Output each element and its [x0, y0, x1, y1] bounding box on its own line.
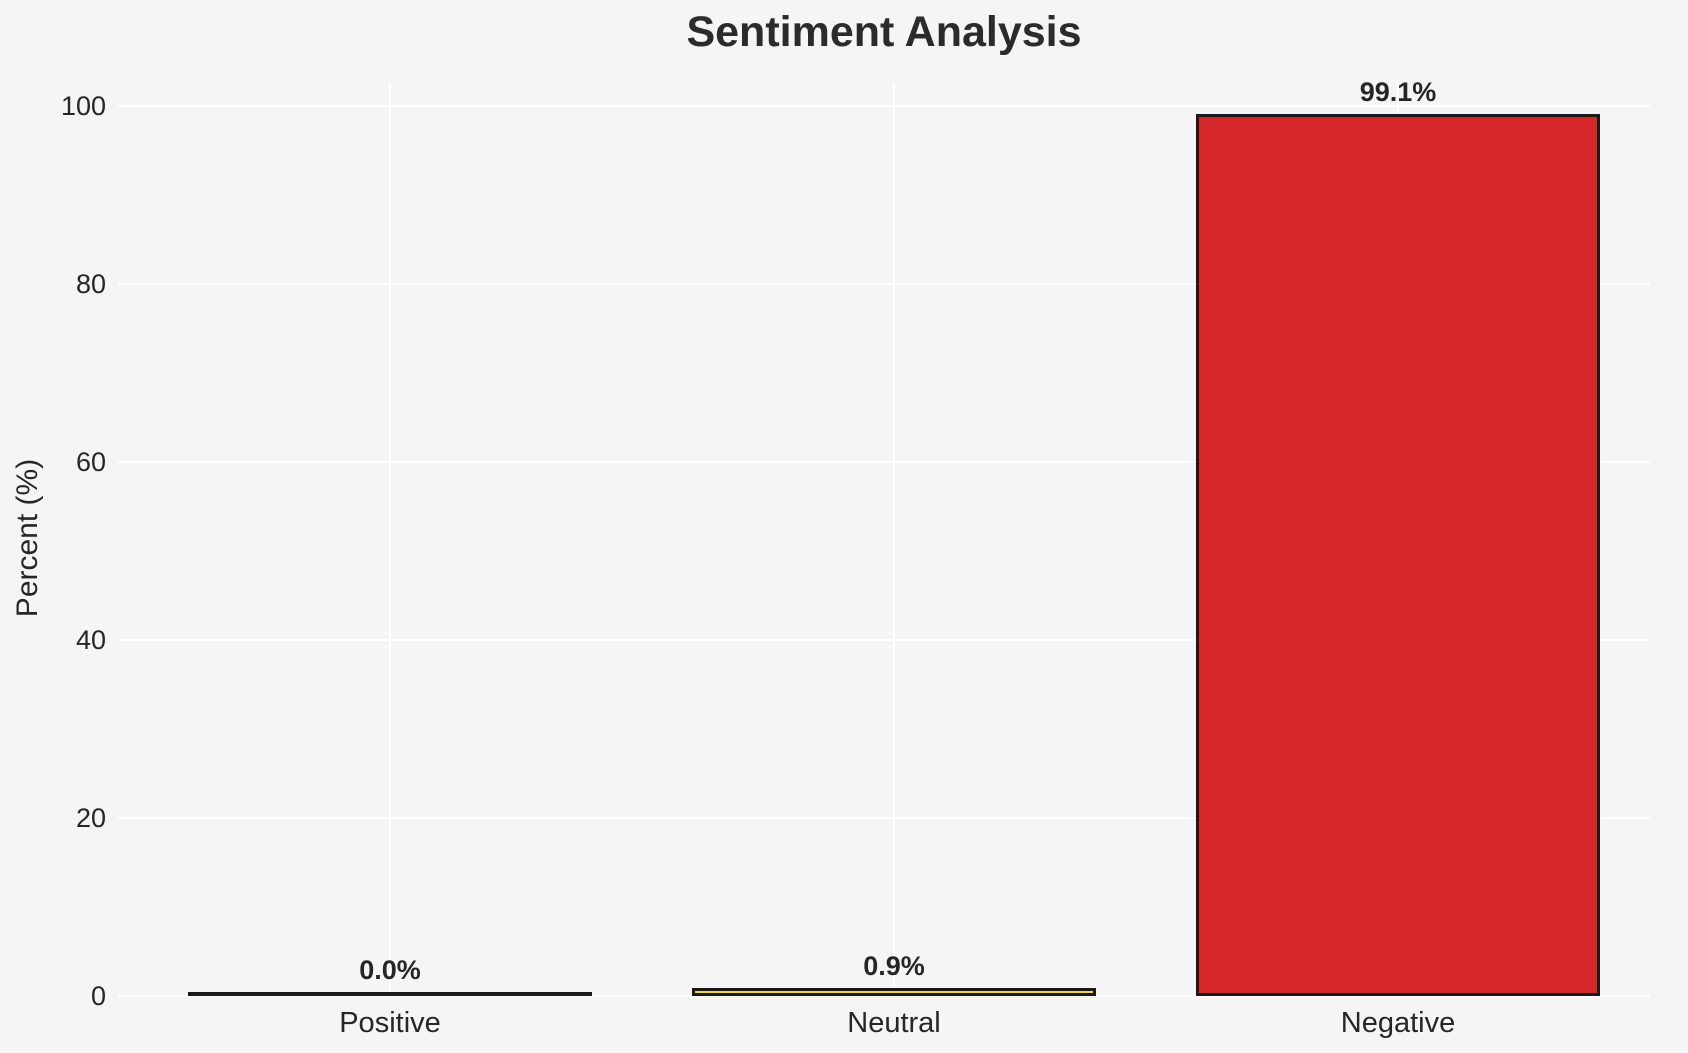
bar-value-label-neutral: 0.9%: [863, 950, 925, 981]
h-gridline-20: [118, 817, 1650, 819]
h-gridline-100: [118, 105, 1650, 107]
bar-negative: [1196, 114, 1600, 996]
h-gridline-40: [118, 639, 1650, 641]
y-tick-label-80: 80: [75, 269, 106, 299]
bar-value-label-negative: 99.1%: [1359, 77, 1437, 107]
chart-title: Sentiment Analysis: [686, 8, 1082, 56]
y-tick-label-60: 60: [75, 447, 106, 477]
bar-positive: [188, 992, 592, 996]
v-gridline-positive: [389, 83, 391, 996]
h-gridline-60: [118, 461, 1650, 463]
y-axis-label: Percent (%): [11, 458, 44, 618]
y-tick-label-40: 40: [75, 625, 106, 655]
y-tick-label-100: 100: [60, 91, 106, 121]
x-tick-label-negative: Negative: [1340, 1007, 1456, 1039]
bar-value-label-positive: 0.0%: [359, 955, 421, 985]
h-gridline-0: [118, 995, 1650, 997]
y-tick-label-20: 20: [75, 803, 106, 833]
x-tick-label-neutral: Neutral: [847, 1007, 941, 1039]
bar-neutral: [692, 987, 1096, 996]
y-tick-label-0: 0: [90, 981, 106, 1011]
x-tick-label-positive: Positive: [339, 1007, 441, 1039]
h-gridline-80: [118, 283, 1650, 285]
v-gridline-neutral: [893, 83, 895, 996]
